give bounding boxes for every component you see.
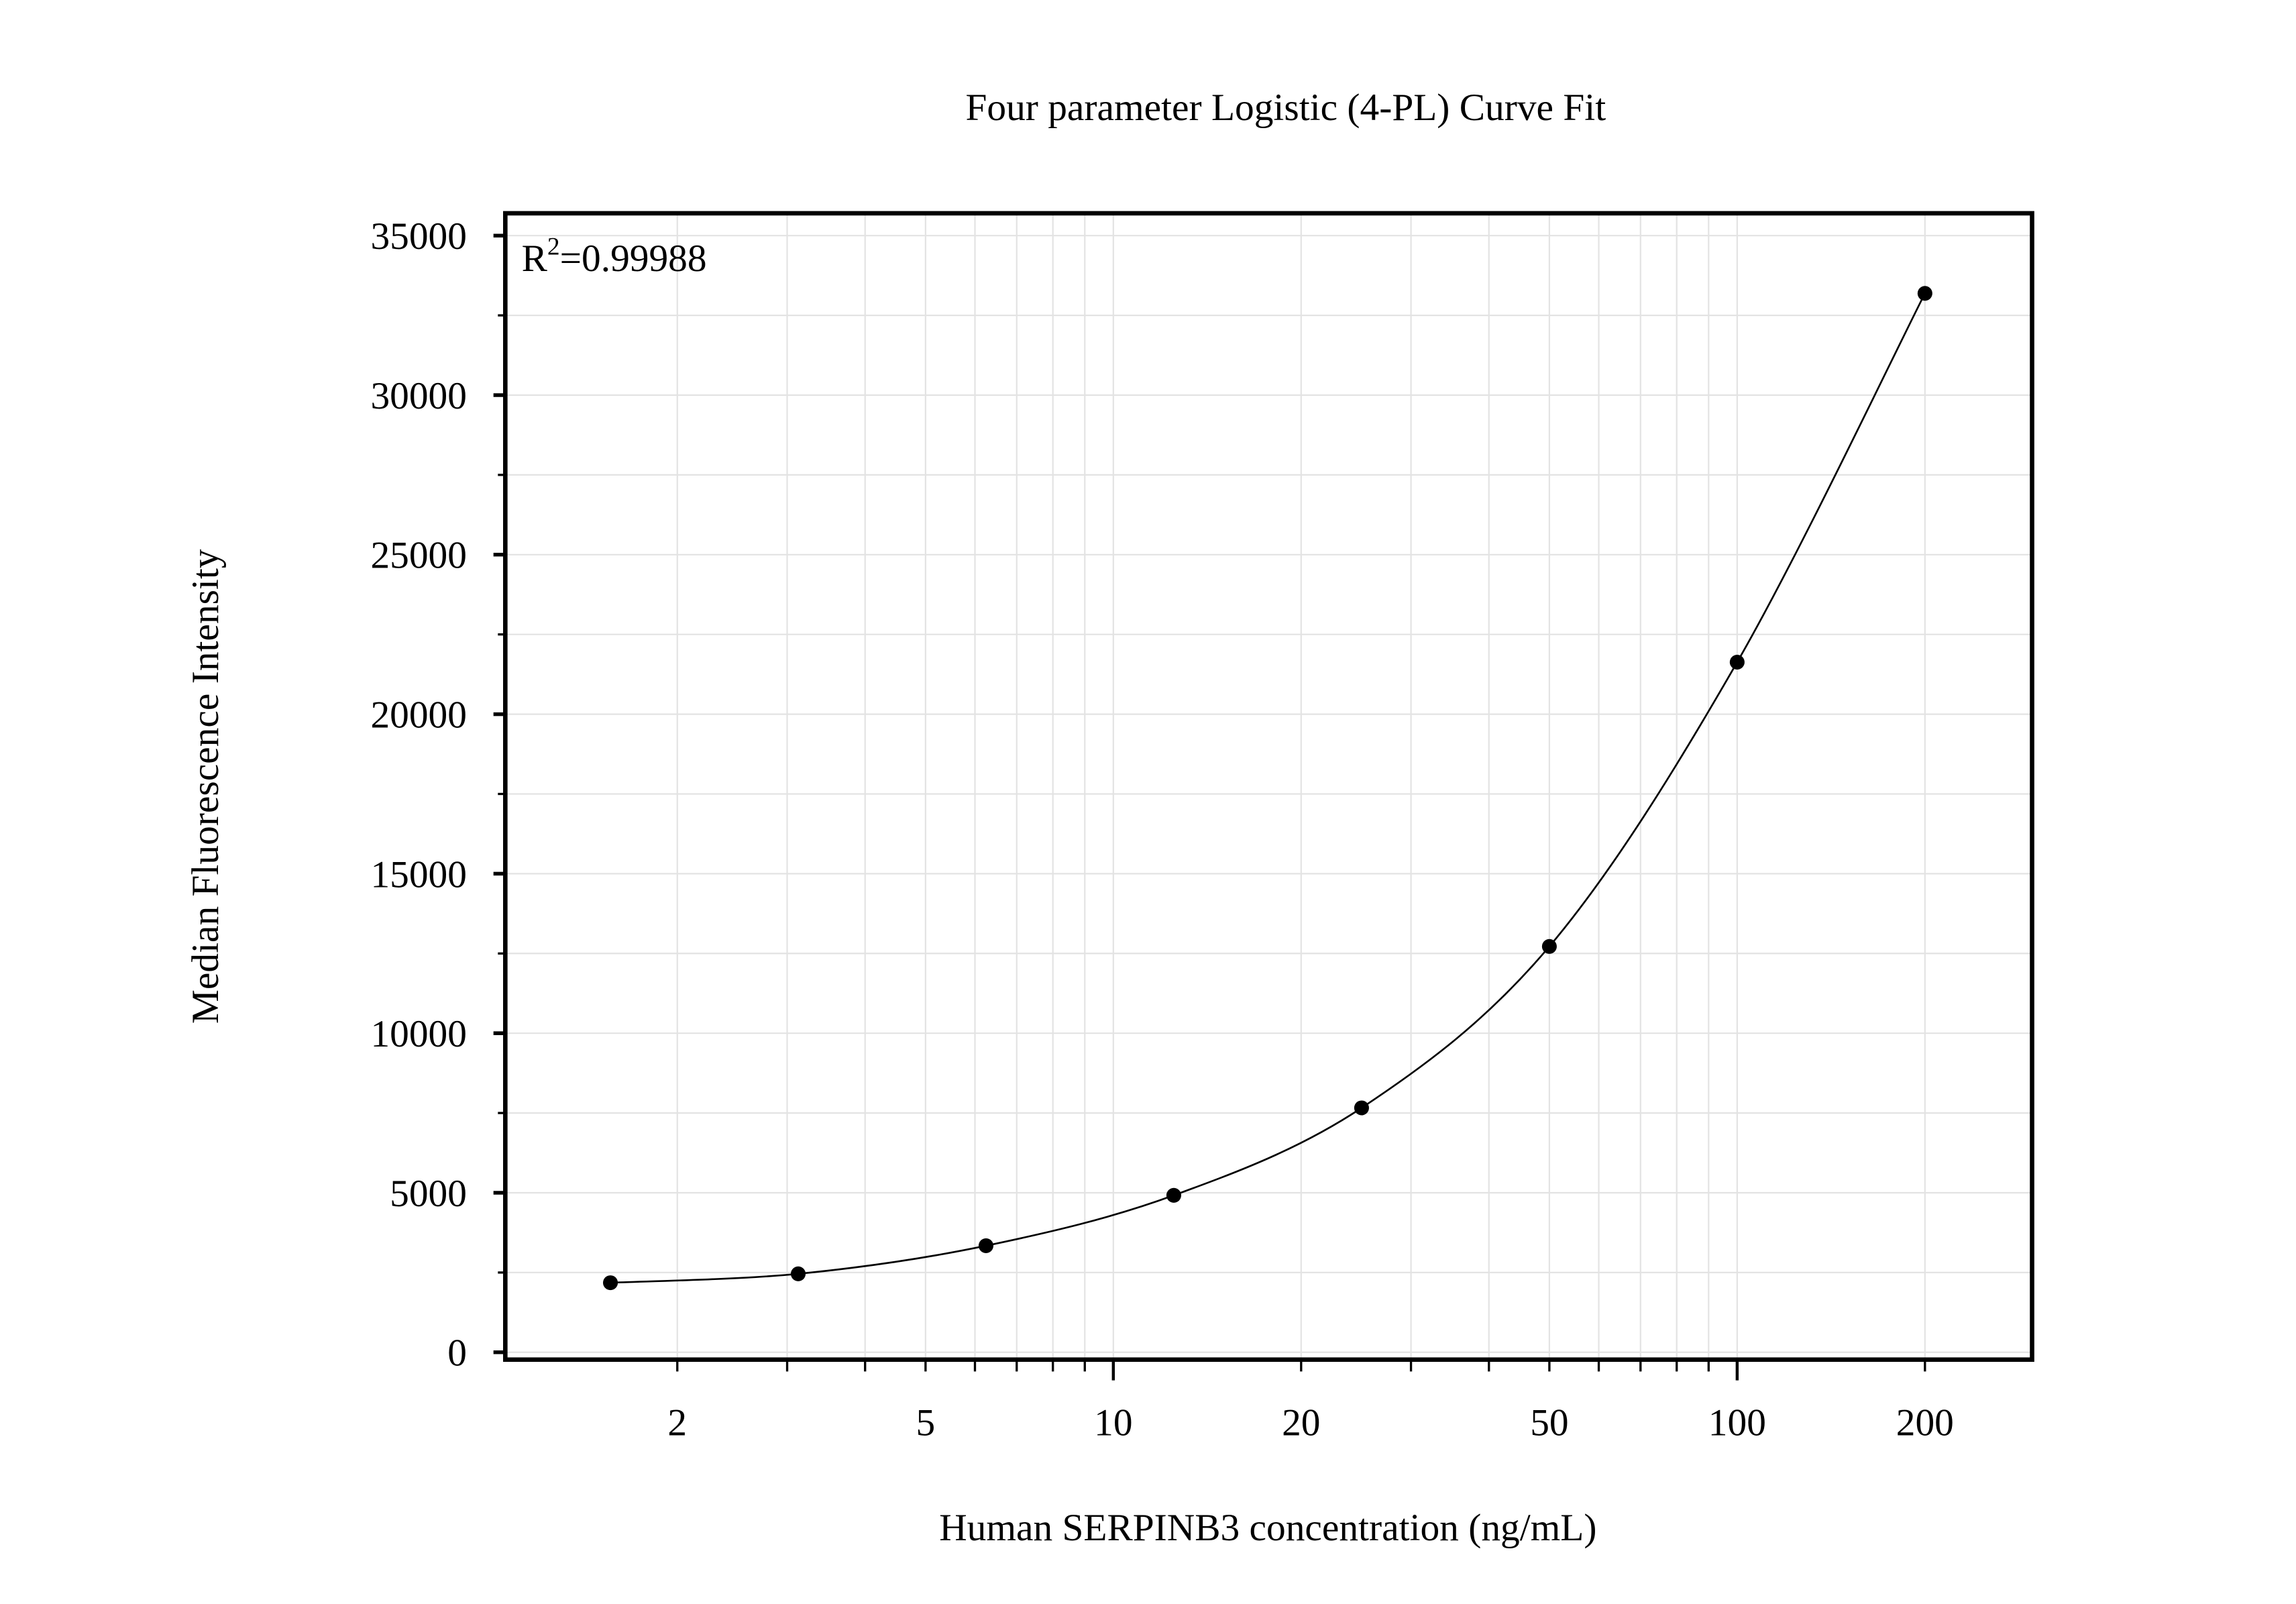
data-point <box>1541 939 1557 954</box>
axes: 2 5 10 20 50 100 200 0 5000 10000 15000 20000 25000 3… <box>370 215 1953 1444</box>
fit-curve-group <box>610 292 1926 1284</box>
y-axis-label: Median Fluorescence Intensity <box>184 549 227 1024</box>
x-tick-label: 10 <box>1094 1401 1132 1444</box>
r-squared-annotation: R2=0.99988 <box>522 233 707 280</box>
chart-title: Four parameter Logistic (4-PL) Curve Fit <box>965 87 1606 129</box>
y-tick-label: 0 <box>447 1332 467 1375</box>
plot-frame <box>503 211 2034 1362</box>
y-tick-label: 10000 <box>370 1013 466 1055</box>
y-tick-label: 15000 <box>370 853 466 896</box>
fit-curve <box>610 292 1926 1284</box>
data-point <box>790 1266 806 1281</box>
x-tick-label: 50 <box>1530 1401 1568 1444</box>
y-tick-label: 5000 <box>390 1173 467 1215</box>
x-tick-label: 100 <box>1708 1401 1766 1444</box>
data-points <box>603 286 1932 1291</box>
data-point <box>1166 1187 1181 1203</box>
r-squared-superscript: 2 <box>547 233 560 261</box>
x-tick-label: 20 <box>1282 1401 1320 1444</box>
y-tick-label: 20000 <box>370 694 466 736</box>
data-point <box>1729 655 1745 670</box>
r-squared-prefix: R <box>522 237 548 280</box>
y-tick-label: 30000 <box>370 375 466 417</box>
data-point <box>978 1238 994 1253</box>
grid <box>505 213 2032 1360</box>
x-axis-label: Human SERPINB3 concentration (ng/mL) <box>939 1507 1596 1549</box>
x-tick-label: 200 <box>1896 1401 1954 1444</box>
y-tick-label: 25000 <box>370 535 466 577</box>
data-point <box>1917 286 1932 301</box>
y-tick-label: 35000 <box>370 215 466 258</box>
r-squared-value: =0.99988 <box>560 237 707 280</box>
data-point <box>603 1275 618 1291</box>
data-point <box>1354 1100 1369 1116</box>
x-tick-label: 2 <box>667 1401 687 1444</box>
x-tick-label: 5 <box>916 1401 936 1444</box>
